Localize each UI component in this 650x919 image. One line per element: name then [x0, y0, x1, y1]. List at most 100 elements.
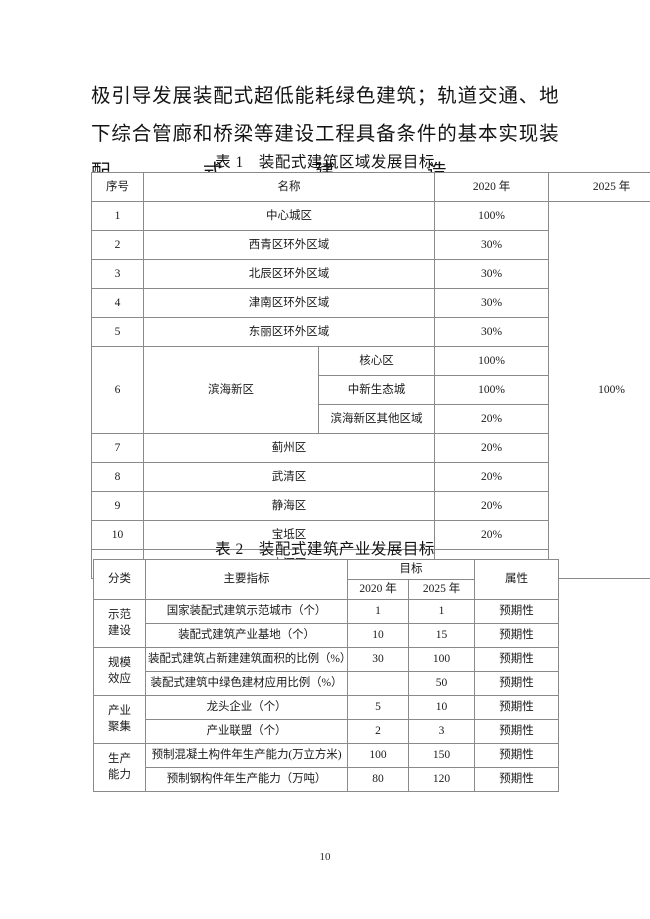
table1-sub-name: 核心区 [318, 346, 435, 376]
table-row: 规模 效应 装配式建筑占新建建筑面积的比例（%） 30 100 预期性 [93, 647, 559, 696]
table2-indicator: 装配式建筑占新建建筑面积的比例（%） [145, 647, 348, 672]
table1-2025-merged: 100% [548, 201, 650, 579]
table1-seq: 8 [91, 462, 144, 492]
table-row: 滨海新区其他区域 20% [92, 404, 650, 434]
table-row: 预制钢构件年生产能力（万吨） 80 120 预期性 [94, 767, 559, 792]
table-row: 1 中心城区 100% 100% [91, 201, 650, 579]
table1-seq: 7 [91, 433, 144, 463]
table1-caption-title: 装配式建筑区域发展目标 [258, 154, 435, 171]
table2-caption-title: 装配式建筑产业发展目标 [258, 541, 435, 558]
table2-2020 [347, 671, 409, 696]
table1-name: 西青区环外区域 [143, 230, 435, 260]
table-row: 中新生态城 100% [92, 375, 650, 405]
table1-2020: 20% [434, 433, 549, 463]
table2-header-2020: 2020 年 [347, 579, 409, 600]
table1-sub-name: 中新生态城 [318, 375, 435, 405]
table2-2025: 100 [408, 647, 475, 672]
table1-name: 蓟州区 [143, 433, 435, 463]
table2-2020: 10 [347, 623, 409, 648]
table2-indicator: 装配式建筑中绿色建材应用比例（%） [145, 671, 348, 696]
table2-2025: 3 [408, 719, 475, 744]
table-row: 装配式建筑中绿色建材应用比例（%） 50 预期性 [94, 671, 559, 696]
table-row: 装配式建筑产业基地（个） 10 15 预期性 [94, 623, 559, 648]
table2-2020: 2 [347, 719, 409, 744]
table1-seq: 5 [91, 317, 144, 347]
table2-header-row-sub: 2020 年 2025 年 [94, 579, 559, 600]
table-row: 3 北辰区环外区域 30% [91, 259, 650, 289]
table2-category: 规模 效应 [93, 647, 146, 696]
table2-header-2025: 2025 年 [408, 579, 475, 600]
table1-seq: 1 [91, 201, 144, 231]
table-row: 生产 能力 预制混凝土构件年生产能力(万立方米) 100 150 预期性 [93, 743, 559, 792]
table1-name: 武清区 [143, 462, 435, 492]
table1-name: 中心城区 [143, 201, 435, 231]
table2-header-category: 分类 [93, 559, 146, 600]
table-regional-targets: 序号 名称 2020 年 2025 年 1 中心城区 100% 100% 2 西… [91, 172, 650, 579]
table2-attribute: 预期性 [474, 623, 559, 648]
table1-2020: 30% [434, 259, 549, 289]
table2-indicator: 装配式建筑产业基地（个） [145, 623, 348, 648]
table-row: 产业 聚集 龙头企业（个） 5 10 预期性 [93, 695, 559, 744]
table2-indicator: 龙头企业（个） [145, 695, 348, 720]
category-line-2: 效应 [108, 672, 131, 685]
table1-seq: 6 [91, 346, 144, 434]
table2-indicator: 预制混凝土构件年生产能力(万立方米) [145, 743, 348, 768]
table1-name: 宝坻区 [143, 520, 435, 550]
table1-name: 东丽区环外区域 [143, 317, 435, 347]
table2-header-indicator: 主要指标 [145, 559, 348, 600]
table1-name: 北辰区环外区域 [143, 259, 435, 289]
table2-2025: 15 [408, 623, 475, 648]
table1-2020: 30% [434, 288, 549, 318]
table2-attribute: 预期性 [474, 671, 559, 696]
table1-seq: 9 [91, 491, 144, 521]
table1-header-name: 名称 [143, 172, 435, 202]
table2-attribute: 预期性 [474, 719, 559, 744]
table1-2020: 100% [434, 375, 549, 405]
table2-2020: 30 [347, 647, 409, 672]
table1-2020: 30% [434, 230, 549, 260]
category-line-1: 示范 [108, 608, 131, 621]
table1-header-row: 序号 名称 2020 年 2025 年 [91, 172, 650, 202]
table2-category: 产业 聚集 [93, 695, 146, 744]
table-row: 示范 建设 国家装配式建筑示范城市（个） 1 1 预期性 [93, 599, 559, 648]
table-row: 产业联盟（个） 2 3 预期性 [94, 719, 559, 744]
table1-sub-name: 滨海新区其他区域 [318, 404, 435, 434]
table1-2020: 20% [434, 491, 549, 521]
table2-caption-label: 表 2 [215, 541, 244, 558]
table2-header-attribute: 属性 [474, 559, 559, 600]
table-row: 10 宝坻区 20% [91, 520, 650, 550]
table2-attribute: 预期性 [474, 767, 559, 792]
table2-2025: 150 [408, 743, 475, 768]
category-line-2: 建设 [108, 624, 131, 637]
table1-2020: 20% [434, 404, 549, 434]
table2-2025: 120 [408, 767, 475, 792]
category-line-1: 生产 [108, 752, 131, 765]
table2-2025: 10 [408, 695, 475, 720]
table1-2020: 30% [434, 317, 549, 347]
table2-header-target: 目标 [347, 559, 475, 580]
table1-name: 津南区环外区域 [143, 288, 435, 318]
table2-indicator: 预制钢构件年生产能力（万吨） [145, 767, 348, 792]
table1-name: 静海区 [143, 491, 435, 521]
table2-indicator: 国家装配式建筑示范城市（个） [145, 599, 348, 624]
table2-2025: 1 [408, 599, 475, 624]
table-row: 2 西青区环外区域 30% [91, 230, 650, 260]
table1-header-seq: 序号 [91, 172, 144, 202]
table2-indicator: 产业联盟（个） [145, 719, 348, 744]
category-line-2: 能力 [108, 768, 131, 781]
table1-seq: 2 [91, 230, 144, 260]
table1-header-2025: 2025 年 [548, 172, 650, 202]
table2-caption: 表 2 装配式建筑产业发展目标 [91, 537, 559, 559]
table1-header-2020: 2020 年 [434, 172, 549, 202]
table1-2020: 100% [434, 346, 549, 376]
table-industry-targets: 分类 主要指标 目标 属性 2020 年 2025 年 示范 建设 国家装配式建… [93, 559, 559, 792]
table1-seq: 4 [91, 288, 144, 318]
table1-2020: 20% [434, 462, 549, 492]
table-row: 4 津南区环外区域 30% [91, 288, 650, 318]
category-line-1: 规模 [108, 656, 131, 669]
table2-attribute: 预期性 [474, 743, 559, 768]
table2-attribute: 预期性 [474, 647, 559, 672]
table2-2020: 5 [347, 695, 409, 720]
table1-caption: 表 1 装配式建筑区域发展目标 [91, 150, 559, 172]
